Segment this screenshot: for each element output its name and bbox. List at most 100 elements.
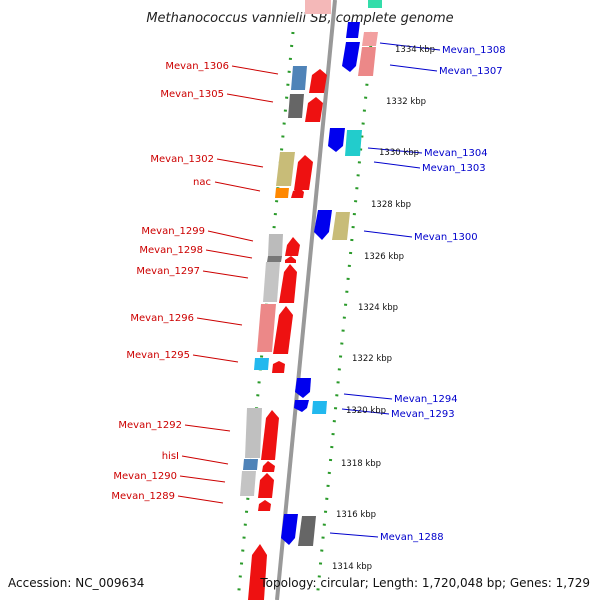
- gene-arrow[interactable]: [272, 361, 285, 373]
- gene-arrow[interactable]: [273, 306, 293, 354]
- gene-label[interactable]: Mevan_1303: [422, 163, 486, 174]
- leader-line: [192, 354, 239, 363]
- gene-label[interactable]: Mevan_1297: [136, 266, 200, 277]
- gene-label[interactable]: Mevan_1299: [141, 226, 205, 237]
- leader-line: [389, 64, 438, 72]
- gene-block[interactable]: [254, 358, 269, 370]
- gene-arrow[interactable]: [285, 256, 296, 263]
- gene-arrow[interactable]: [248, 544, 267, 600]
- gene-block[interactable]: [245, 408, 262, 458]
- gene-block[interactable]: [275, 188, 289, 198]
- gene-block[interactable]: [346, 22, 360, 38]
- gene-arrow[interactable]: [285, 237, 300, 256]
- kbp-tick: 1324 kbp: [358, 303, 398, 313]
- gene-block[interactable]: [345, 130, 362, 156]
- kbp-scale: 1334 kbp 1332 kbp 1330 kbp 1328 kbp 1326…: [332, 45, 435, 572]
- gene-arrow[interactable]: [342, 42, 360, 72]
- gene-arrow[interactable]: [262, 461, 275, 472]
- genome-title: Methanococcus vannielii SB, complete gen…: [146, 11, 453, 26]
- gene-arrow[interactable]: [314, 210, 332, 240]
- kbp-tick: 1322 kbp: [352, 354, 392, 364]
- gene-label[interactable]: Mevan_1293: [391, 409, 455, 420]
- gene-block[interactable]: [263, 262, 280, 302]
- gene-label[interactable]: Mevan_1288: [380, 532, 444, 543]
- leader-line: [231, 65, 279, 75]
- gene-label[interactable]: Mevan_1308: [442, 45, 506, 56]
- kbp-tick: 1330 kbp: [379, 148, 419, 158]
- forward-labels: Mevan_1308 Mevan_1307 Mevan_1304 Mevan_1…: [329, 42, 506, 543]
- leader-line: [341, 408, 390, 415]
- gene-arrow[interactable]: [328, 128, 345, 152]
- gene-label[interactable]: Mevan_1302: [150, 154, 214, 165]
- gene-block[interactable]: [368, 0, 382, 8]
- kbp-tick: 1320 kbp: [346, 406, 386, 416]
- gene-arrow[interactable]: [295, 378, 311, 398]
- gene-block[interactable]: [276, 152, 295, 186]
- leader-line: [196, 317, 243, 326]
- gene-label[interactable]: Mevan_1294: [394, 394, 458, 405]
- leader-line: [205, 249, 253, 259]
- leader-line: [216, 158, 264, 168]
- gene-block[interactable]: [291, 66, 307, 90]
- gene-label[interactable]: Mevan_1307: [439, 66, 503, 77]
- leader-line: [179, 475, 226, 483]
- gene-label[interactable]: hisI: [162, 451, 179, 462]
- leader-line: [329, 532, 379, 538]
- gene-label[interactable]: Mevan_1298: [139, 245, 203, 256]
- leader-line: [379, 42, 441, 51]
- gene-block[interactable]: [312, 401, 327, 414]
- gene-arrow[interactable]: [258, 500, 271, 511]
- kbp-tick: 1328 kbp: [371, 200, 411, 210]
- forward-strand-genes: [281, 0, 382, 546]
- gene-label[interactable]: nac: [193, 177, 211, 188]
- kbp-tick: 1332 kbp: [386, 97, 426, 107]
- gene-arrow[interactable]: [294, 155, 313, 190]
- leader-line: [363, 230, 413, 238]
- gene-arrow[interactable]: [279, 264, 297, 303]
- gene-arrow[interactable]: [281, 514, 298, 545]
- reverse-labels: Mevan_1306 Mevan_1305 Mevan_1302 nac Mev…: [111, 61, 279, 504]
- accession-text: Accession: NC_009634: [8, 576, 144, 590]
- gene-arrow[interactable]: [294, 400, 309, 412]
- gene-block[interactable]: [332, 212, 350, 240]
- leader-line: [207, 230, 254, 242]
- gene-block[interactable]: [257, 304, 276, 352]
- gene-block[interactable]: [362, 32, 378, 46]
- gene-block[interactable]: [358, 47, 376, 76]
- gene-arrow[interactable]: [258, 473, 274, 498]
- gene-arrow[interactable]: [291, 188, 304, 198]
- gene-label[interactable]: Mevan_1306: [165, 61, 229, 72]
- gene-label[interactable]: Mevan_1292: [118, 420, 182, 431]
- leader-line: [214, 181, 261, 192]
- gene-label[interactable]: Mevan_1289: [111, 491, 175, 502]
- gene-block[interactable]: [288, 94, 304, 118]
- gene-block[interactable]: [267, 256, 282, 262]
- leader-line: [181, 455, 229, 465]
- kbp-tick: 1318 kbp: [341, 459, 381, 469]
- gene-block[interactable]: [298, 516, 316, 546]
- gene-label[interactable]: Mevan_1290: [113, 471, 177, 482]
- gene-arrow[interactable]: [309, 69, 327, 93]
- leader-line: [177, 495, 224, 504]
- gene-block[interactable]: [268, 234, 283, 256]
- gene-label[interactable]: Mevan_1305: [160, 89, 224, 100]
- kbp-tick: 1316 kbp: [336, 510, 376, 520]
- leader-line: [343, 393, 393, 400]
- leader-line: [226, 93, 274, 103]
- gene-label[interactable]: Mevan_1296: [130, 313, 194, 324]
- gene-arrow[interactable]: [305, 97, 323, 122]
- kbp-tick: 1314 kbp: [332, 562, 372, 572]
- gene-label[interactable]: Mevan_1304: [424, 148, 488, 159]
- gene-arrow[interactable]: [261, 410, 279, 460]
- leader-line: [184, 424, 231, 432]
- leader-line: [367, 147, 423, 154]
- gene-block[interactable]: [240, 471, 256, 496]
- reverse-strand-genes: [240, 0, 331, 600]
- gene-label[interactable]: Mevan_1300: [414, 232, 478, 243]
- chromosome-backbone: [275, 0, 337, 600]
- gene-block[interactable]: [305, 0, 331, 14]
- gene-label[interactable]: Mevan_1295: [126, 350, 190, 361]
- leader-line: [373, 161, 421, 169]
- gene-block[interactable]: [243, 459, 258, 470]
